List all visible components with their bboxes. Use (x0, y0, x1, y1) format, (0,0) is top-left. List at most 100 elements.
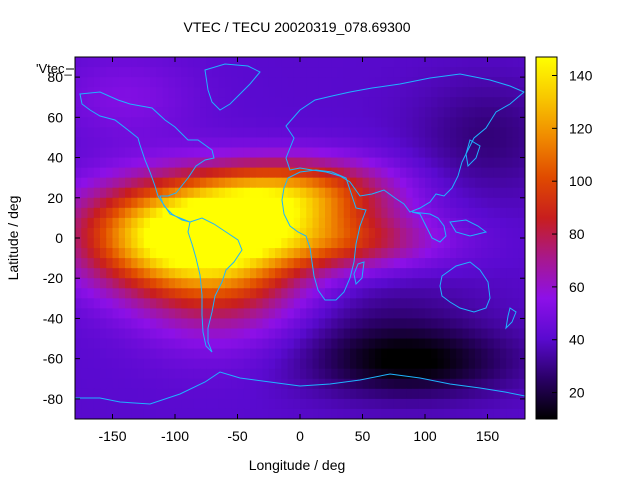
heatmap-cell (450, 167, 457, 179)
heatmap-cell (300, 187, 307, 199)
heatmap-cell (293, 338, 301, 350)
heatmap-cell (412, 167, 420, 179)
heatmap-cell (368, 398, 376, 410)
heatmap-cell (175, 268, 182, 279)
heatmap-cell (381, 288, 389, 299)
heatmap-cell (100, 227, 107, 239)
heatmap-cell (493, 107, 501, 118)
heatmap-cell (131, 278, 139, 289)
heatmap-cell (518, 217, 525, 229)
heatmap-cell (262, 268, 270, 279)
heatmap-cell (431, 408, 439, 419)
heatmap-cell (350, 398, 357, 410)
heatmap-cell (512, 87, 520, 98)
heatmap-cell (106, 328, 114, 340)
heatmap-cell (350, 338, 357, 350)
heatmap-cell (156, 87, 164, 98)
heatmap-cell (206, 227, 214, 239)
heatmap-cell (425, 318, 432, 330)
heatmap-cell (225, 57, 232, 68)
heatmap-cell (281, 97, 289, 108)
heatmap-cell (225, 77, 232, 88)
heatmap-cell (350, 378, 357, 390)
heatmap-cell (518, 238, 525, 249)
heatmap-cell (125, 388, 132, 400)
heatmap-cell (493, 388, 501, 400)
heatmap-cell (156, 388, 164, 400)
heatmap-cell (425, 368, 432, 380)
heatmap-cell (262, 368, 270, 380)
heatmap-cell (518, 227, 525, 239)
heatmap-cell (406, 318, 414, 330)
heatmap-cell (506, 278, 514, 289)
heatmap-cell (437, 87, 445, 98)
heatmap-cell (368, 157, 376, 169)
heatmap-cell (200, 258, 207, 269)
heatmap-cell (231, 207, 239, 219)
heatmap-cell (262, 358, 270, 370)
heatmap-cell (437, 328, 445, 340)
heatmap-cell (268, 238, 276, 249)
heatmap-cell (318, 318, 326, 330)
heatmap-cell (375, 318, 382, 330)
heatmap-cell (293, 298, 301, 309)
heatmap-cell (368, 318, 376, 330)
heatmap-cell (412, 117, 420, 128)
heatmap-cell (75, 248, 82, 259)
heatmap-cell (187, 207, 195, 219)
heatmap-cell (400, 398, 407, 410)
heatmap-cell (250, 217, 257, 229)
heatmap-cell (431, 97, 439, 108)
heatmap-cell (506, 87, 514, 98)
heatmap-cell (431, 378, 439, 390)
heatmap-cell (268, 258, 276, 269)
heatmap-cell (100, 308, 107, 320)
heatmap-cell (300, 398, 307, 410)
heatmap-cell (93, 67, 101, 78)
heatmap-cell (262, 157, 270, 169)
heatmap-cell (187, 368, 195, 380)
heatmap-cell (350, 107, 357, 118)
heatmap-cell (487, 147, 495, 159)
heatmap-cell (193, 288, 201, 299)
heatmap-cell (125, 67, 132, 78)
heatmap-cell (506, 338, 514, 350)
heatmap-cell (137, 298, 145, 309)
heatmap-cell (325, 157, 332, 169)
heatmap-cell (250, 318, 257, 330)
heatmap-cell (156, 67, 164, 78)
heatmap-cell (506, 358, 514, 370)
heatmap-cell (275, 258, 282, 269)
heatmap-cell (118, 217, 126, 229)
heatmap-cell (125, 288, 132, 299)
heatmap-cell (318, 147, 326, 159)
heatmap-cell (237, 127, 245, 139)
heatmap-cell (250, 308, 257, 320)
heatmap-cell (362, 288, 370, 299)
heatmap-cell (362, 57, 370, 68)
heatmap-cell (393, 207, 401, 219)
heatmap-cell (281, 268, 289, 279)
heatmap-cell (275, 308, 282, 320)
heatmap-cell (468, 398, 476, 410)
heatmap-cell (256, 117, 264, 128)
heatmap-cell (512, 298, 520, 309)
heatmap-cell (343, 57, 351, 68)
heatmap-cell (175, 187, 182, 199)
heatmap-cell (100, 328, 107, 340)
heatmap-cell (175, 137, 182, 149)
heatmap-cell (250, 388, 257, 400)
heatmap-cell (300, 358, 307, 370)
heatmap-cell (100, 338, 107, 350)
heatmap-cell (118, 338, 126, 350)
heatmap-cell (75, 97, 82, 108)
heatmap-cell (425, 147, 432, 159)
heatmap-cell (112, 97, 120, 108)
heatmap-cell (350, 167, 357, 179)
heatmap-cell (175, 368, 182, 380)
heatmap-cell (375, 117, 382, 128)
heatmap-cell (218, 207, 226, 219)
heatmap-cell (337, 157, 345, 169)
heatmap-cell (268, 97, 276, 108)
heatmap-cell (337, 318, 345, 330)
